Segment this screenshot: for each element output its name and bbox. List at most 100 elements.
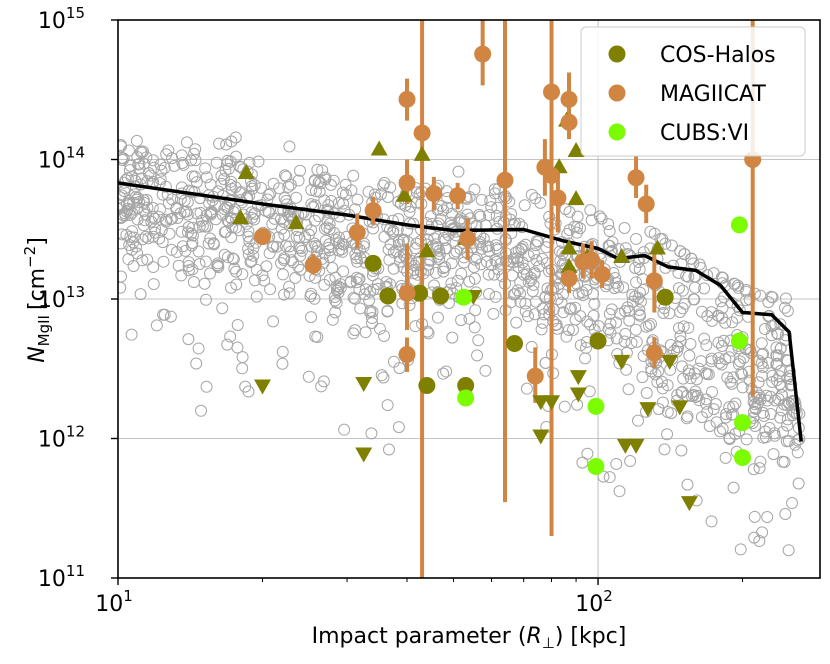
simulation-point [387,226,400,239]
simulation-point [690,373,703,386]
simulation-point [130,134,143,147]
magiicat-point [398,284,416,302]
legend: COS-Halos MAGIICAT CUBS:VI [580,26,806,157]
magiicat-point [543,166,561,184]
simulation-point [193,257,206,270]
simulation-point [181,195,194,208]
cos-halos-lower-limit [413,145,431,161]
simulation-point [359,326,372,339]
cos-halos-upper-limit [355,447,373,463]
magiicat-point [364,202,382,220]
simulation-point [740,433,753,446]
simulation-point [248,213,261,226]
simulation-point [774,364,787,377]
simulation-point [363,294,376,307]
simulation-point [242,248,255,261]
cos-halos-lower-limit [287,214,305,230]
simulation-point [464,212,477,225]
cos-halos-detection [457,376,475,394]
simulation-point [657,306,670,319]
simulation-point [262,188,275,201]
simulation-point [336,237,349,250]
simulation-point [324,178,337,191]
cos-halos-detection [656,288,674,306]
simulation-point [687,389,700,402]
simulation-point [180,205,193,218]
simulation-point [321,203,334,216]
simulation-point [118,154,129,167]
simulation-point [469,253,482,266]
simulation-point [305,198,318,211]
simulation-point [185,154,198,167]
cos-halos-detection [506,334,524,352]
simulation-point [734,543,747,556]
simulation-point [334,278,347,291]
simulation-point [243,235,256,248]
simulation-point [656,382,669,395]
simulation-point [509,246,522,259]
magiicat-point [645,272,663,290]
simulation-point [204,232,217,245]
simulation-point [781,304,794,317]
simulation-point [284,178,297,191]
cubs-point [730,216,748,234]
simulation-point [272,231,285,244]
simulation-point [702,368,715,381]
simulation-point [329,306,342,319]
simulation-point [605,303,618,316]
median-line [118,181,803,442]
simulation-point [451,274,464,287]
simulation-point [325,194,338,207]
simulation-point [557,306,570,319]
cos-halos-lower-limit [395,186,413,202]
simulation-point [344,276,357,289]
simulation-point [727,481,740,494]
magiicat-point [413,124,431,142]
simulation-point [305,311,318,324]
simulation-point [221,251,234,264]
cos-halos-upper-limit [254,379,272,395]
simulation-point [563,303,576,316]
simulation-point [146,210,159,223]
simulation-point [518,199,531,212]
simulation-point [779,508,792,521]
simulation-point [198,277,211,290]
simulation-point [347,327,360,340]
simulation-point [640,387,653,400]
simulation-point [175,225,188,238]
simulation-point [560,330,573,343]
simulation-point [619,327,632,340]
simulation-point [613,485,626,498]
cos-halos-upper-limit [627,438,645,454]
cos-halos-upper-limit [671,400,689,416]
simulation-point [294,249,307,262]
simulation-point [264,283,277,296]
simulation-point [603,471,616,484]
simulation-point [445,207,458,220]
simulation-point [292,174,305,187]
magiicat-point [398,90,416,108]
cos-halos-lower-limit [232,209,250,225]
simulation-point [630,276,643,289]
simulation-point [581,447,594,460]
simulation-point [634,295,647,308]
simulation-point [413,188,426,201]
simulation-point [308,237,321,250]
simulation-point [698,282,711,295]
simulation-point [141,201,154,214]
simulation-point [770,349,783,362]
simulation-point [525,340,538,353]
simulation-point [747,463,760,476]
simulation-point [229,131,242,144]
simulation-point [283,240,296,253]
simulation-point [792,477,805,490]
simulation-point [728,278,741,291]
simulation-point [258,274,271,287]
simulation-point [490,209,503,222]
simulation-point [758,323,771,336]
cos-halos-upper-limit [661,354,679,370]
simulation-point [319,234,332,247]
simulation-point [228,262,241,275]
cos-halos-upper-limit [680,496,698,512]
